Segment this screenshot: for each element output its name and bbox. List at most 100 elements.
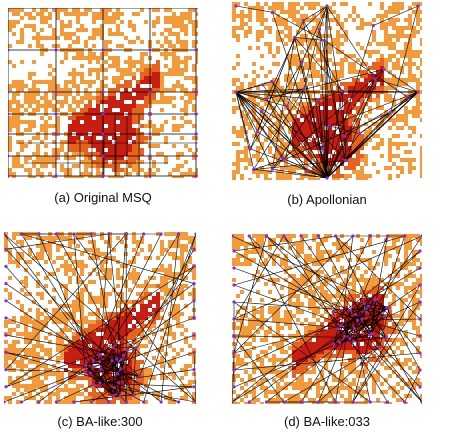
population-cell	[260, 314, 264, 318]
population-cell	[164, 232, 168, 236]
population-cell	[108, 40, 112, 44]
population-cell	[284, 166, 288, 170]
population-cell	[408, 394, 412, 398]
network-node	[101, 8, 105, 10]
population-cell	[240, 330, 244, 334]
population-cell	[188, 8, 192, 12]
population-cell	[12, 12, 16, 16]
population-cell	[16, 232, 20, 236]
population-cell	[84, 316, 88, 320]
population-cell	[344, 178, 348, 180]
population-cell	[104, 336, 108, 340]
population-cell	[100, 152, 104, 156]
population-cell	[180, 312, 184, 316]
population-cell	[52, 96, 56, 100]
population-cell	[128, 64, 132, 68]
population-cell	[140, 56, 144, 60]
population-cell	[416, 50, 420, 54]
population-cell	[368, 262, 372, 266]
population-cell	[120, 76, 124, 80]
population-cell	[388, 46, 392, 50]
population-cell	[100, 36, 104, 40]
population-cell	[60, 8, 64, 12]
network-edge	[326, 111, 391, 179]
population-cell	[196, 56, 198, 60]
population-cell	[88, 100, 92, 104]
population-cell	[36, 152, 40, 156]
population-cell	[296, 282, 300, 286]
population-cell	[264, 386, 268, 390]
population-cell	[356, 278, 360, 282]
population-cell	[184, 12, 188, 16]
population-cell	[96, 140, 100, 144]
population-cell	[328, 50, 332, 54]
population-cell	[188, 16, 192, 20]
population-cell	[372, 250, 376, 254]
population-cell	[192, 76, 196, 80]
population-cell	[68, 12, 72, 16]
population-cell	[364, 74, 368, 78]
population-cell	[252, 386, 256, 390]
population-cell	[96, 88, 100, 92]
population-cell	[152, 376, 156, 380]
population-cell	[108, 140, 112, 144]
population-cell	[384, 14, 388, 18]
population-cell	[372, 30, 376, 34]
population-cell	[312, 238, 316, 242]
population-cell	[48, 124, 52, 128]
population-cell	[348, 290, 352, 294]
population-cell	[288, 282, 292, 286]
population-cell	[296, 58, 300, 62]
population-cell	[100, 28, 104, 32]
population-cell	[416, 282, 420, 286]
population-cell	[156, 360, 160, 364]
population-cell	[20, 252, 24, 256]
population-cell	[324, 362, 328, 366]
population-cell	[372, 134, 376, 138]
population-cell	[140, 116, 144, 120]
population-cell	[236, 2, 240, 6]
population-cell	[324, 346, 328, 350]
population-cell	[300, 38, 304, 42]
population-cell	[368, 238, 372, 242]
population-cell	[88, 84, 92, 88]
population-cell	[160, 348, 164, 352]
population-cell	[408, 134, 412, 138]
population-cell	[288, 322, 292, 326]
population-cell	[144, 140, 148, 144]
population-cell	[80, 340, 84, 344]
population-cell	[344, 314, 348, 318]
population-cell	[276, 174, 280, 178]
population-cell	[20, 28, 24, 32]
network-node	[99, 367, 103, 371]
population-cell	[108, 348, 112, 352]
population-cell	[116, 140, 120, 144]
population-cell	[108, 120, 112, 124]
population-cell	[236, 170, 240, 174]
population-layer	[232, 234, 422, 404]
population-cell	[316, 22, 320, 26]
population-cell	[264, 138, 268, 142]
population-cell	[400, 342, 404, 346]
population-cell	[192, 44, 196, 48]
population-cell	[364, 290, 368, 294]
population-cell	[348, 394, 352, 398]
network-node	[4, 316, 8, 320]
population-cell	[384, 282, 388, 286]
population-cell	[132, 152, 136, 156]
population-cell	[268, 6, 272, 10]
population-cell	[104, 312, 108, 316]
population-cell	[100, 384, 104, 388]
network-node	[98, 381, 102, 385]
population-cell	[324, 34, 328, 38]
population-cell	[96, 68, 100, 72]
population-cell	[296, 378, 300, 382]
population-cell	[312, 2, 316, 6]
population-cell	[344, 366, 348, 370]
population-cell	[88, 80, 92, 84]
population-cell	[52, 372, 56, 376]
population-cell	[156, 152, 160, 156]
population-cell	[296, 102, 300, 106]
population-cell	[268, 326, 272, 330]
population-cell	[344, 126, 348, 130]
